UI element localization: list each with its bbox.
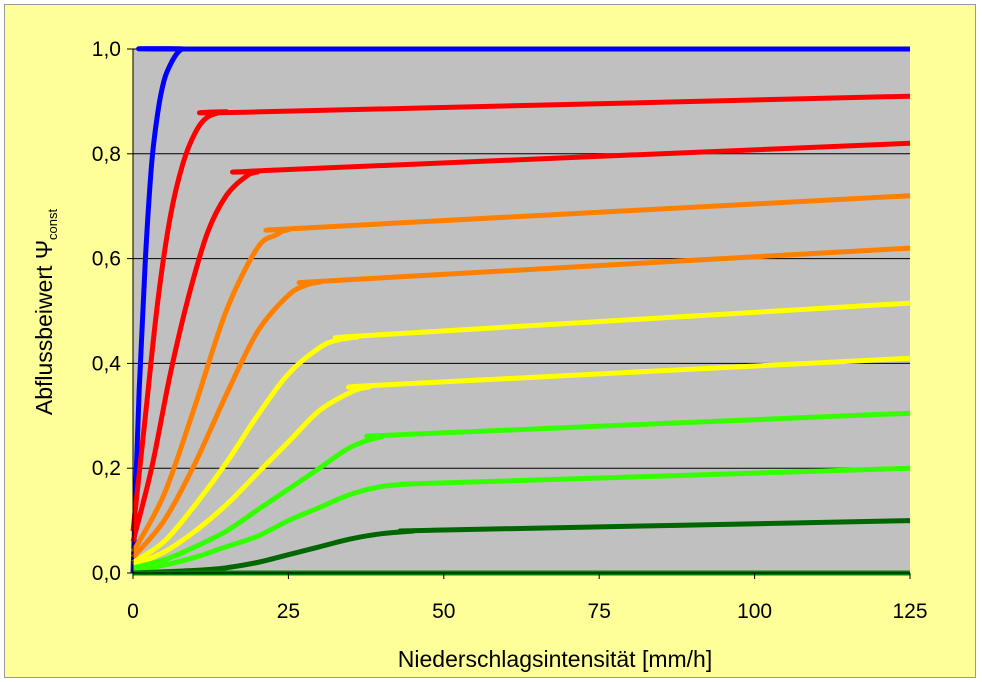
y-tick-label: 0,2 [92,457,121,480]
series-line-5 [131,245,911,559]
y-axis-title: Abflussbeiwert Ψconst [31,208,60,415]
series-line-4 [130,193,911,554]
series-line-9 [132,465,911,573]
x-axis-title: Niederschlagsintensität [mm/h] [398,646,712,672]
x-tick-label: 75 [588,600,611,623]
x-tick-label: 100 [737,600,772,623]
series-line-1 [130,46,910,574]
tick-labels: 0,0 0,2 0,4 0,6 0,8 1,0 0 25 50 75 100 125 [92,38,928,623]
axes [127,48,911,579]
y-axis-title-subscript: const [45,208,60,239]
series-line-3 [130,140,911,543]
psi-symbol: Ψ [31,240,57,259]
y-tick-label: 0,0 [92,562,121,585]
y-tick-label: 1,0 [92,38,121,61]
x-tick-label: 125 [892,600,927,623]
series-line-8 [132,410,911,571]
series-line-6 [131,300,911,565]
series-line-2 [130,93,911,532]
x-tick-label: 25 [277,600,300,623]
x-tick-label: 0 [127,600,139,623]
x-tick-label: 50 [432,600,455,623]
series-line-10 [132,518,911,576]
y-tick-label: 0,4 [92,352,122,375]
y-axis-title-main: Abflussbeiwert [31,259,57,415]
series-line-7 [132,355,911,568]
y-tick-label: 0,6 [92,248,121,271]
y-tick-label: 0,8 [92,143,121,166]
